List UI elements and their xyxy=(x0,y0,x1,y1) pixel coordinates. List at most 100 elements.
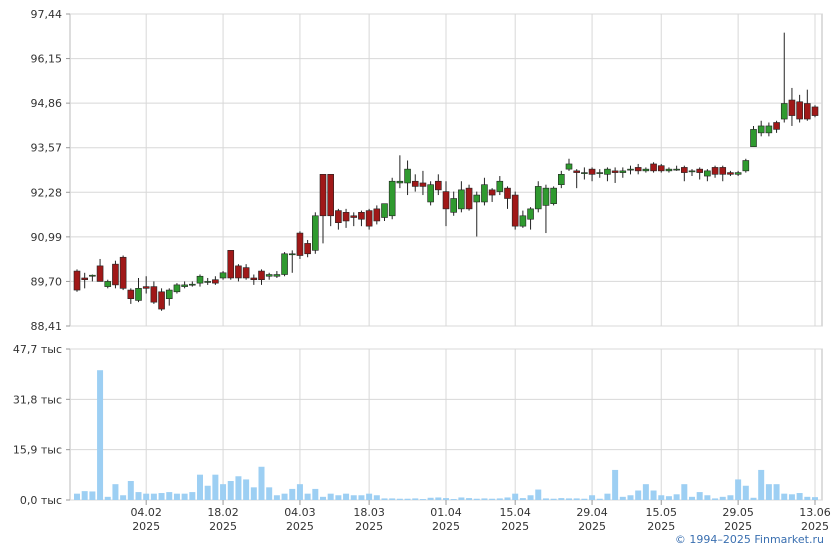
candle-body xyxy=(573,170,580,173)
candle-body xyxy=(258,270,265,281)
volume-bar xyxy=(788,494,795,500)
volume-bar xyxy=(435,497,442,500)
candle-body xyxy=(104,281,112,287)
candle-body xyxy=(481,184,488,203)
candle-body xyxy=(534,186,542,210)
volume-bar xyxy=(412,498,419,500)
volume-bar xyxy=(227,481,234,500)
y-tick-label: 96,15 xyxy=(31,53,63,66)
volume-bar xyxy=(89,491,96,500)
volume-bar xyxy=(266,487,273,500)
candle-body xyxy=(704,170,711,177)
volume-bar xyxy=(358,495,365,500)
volume-bar xyxy=(450,499,457,500)
x-tick-label: 18.02 2025 xyxy=(207,506,239,533)
volume-bar xyxy=(573,498,580,500)
volume-bar xyxy=(566,498,572,500)
candle-body xyxy=(542,187,550,206)
candle-body xyxy=(757,125,765,134)
candle-body xyxy=(342,212,350,222)
volume-bar xyxy=(97,370,104,500)
volume-bar xyxy=(350,495,357,500)
volume-bar xyxy=(750,497,757,500)
volume-bar xyxy=(158,493,165,500)
volume-bar xyxy=(250,487,257,500)
volume-bar xyxy=(481,498,488,500)
candle-body xyxy=(281,253,288,275)
volume-bar xyxy=(135,492,142,500)
candle-body xyxy=(665,168,673,172)
candle-body xyxy=(558,174,565,185)
candle-body xyxy=(411,180,419,187)
volume-bar xyxy=(304,493,311,500)
candle-body xyxy=(550,187,557,204)
candle-body xyxy=(404,168,411,184)
volume-bar xyxy=(519,498,526,500)
candle-body xyxy=(396,180,404,184)
volume-bar xyxy=(689,496,695,500)
volume-bar xyxy=(127,481,134,500)
credit: © 1994–2025 Finmarket.ru xyxy=(675,533,824,546)
candle-body xyxy=(235,265,242,279)
candle-body xyxy=(488,189,496,196)
volume-bar xyxy=(773,484,780,500)
candle-body xyxy=(727,172,734,175)
candle-body xyxy=(734,172,742,175)
volume-bar xyxy=(527,495,534,500)
volume-bar xyxy=(189,492,196,500)
volume-bar xyxy=(612,469,619,500)
volume-bar xyxy=(673,494,680,500)
volume-bar xyxy=(296,484,303,500)
volume-bar xyxy=(389,498,396,500)
candle-body xyxy=(219,272,227,279)
volume-bar xyxy=(427,497,434,500)
volume-bar xyxy=(243,479,250,500)
volume-bar xyxy=(535,489,542,500)
candle-body xyxy=(373,208,381,222)
candle-body xyxy=(227,250,235,279)
volume-bar xyxy=(489,498,496,500)
volume-bar xyxy=(812,497,818,500)
candle-body xyxy=(350,215,358,218)
volume-bar xyxy=(642,484,649,500)
y-tick-label: 0,0 тыс xyxy=(20,494,62,507)
candle-body xyxy=(450,198,457,213)
candle-body xyxy=(711,167,719,175)
candle-body xyxy=(388,180,396,217)
volume-bar xyxy=(396,498,403,500)
x-tick-label: 15.05 2025 xyxy=(646,506,678,533)
candle-body xyxy=(273,274,281,277)
volume-bar xyxy=(312,488,319,500)
candle-body xyxy=(165,289,173,300)
candle-body xyxy=(365,210,373,227)
volume-bar xyxy=(466,498,473,500)
volume-bar xyxy=(373,495,380,500)
x-tick-label: 15.04 2025 xyxy=(499,506,531,533)
candle-body xyxy=(142,286,150,289)
x-tick-label: 13.06 2025 xyxy=(799,506,831,533)
candle-body xyxy=(127,289,135,300)
volume-bar xyxy=(712,498,719,500)
candle-body xyxy=(657,165,665,172)
candle-body xyxy=(581,172,588,174)
volume-bar xyxy=(665,496,672,500)
volume-bar xyxy=(735,479,742,500)
x-tick-label: 18.03 2025 xyxy=(353,506,385,533)
candle-body xyxy=(158,291,165,310)
candle-body xyxy=(765,125,773,134)
candle-body xyxy=(688,170,696,173)
volume-bar xyxy=(220,484,227,500)
volume-bar xyxy=(74,493,80,500)
y-tick-label: 47,7 тыс xyxy=(13,343,62,356)
candle-body xyxy=(89,274,96,277)
volume-bar xyxy=(758,469,765,500)
y-tick-label: 89,70 xyxy=(31,275,63,288)
candle-body xyxy=(588,168,596,175)
volume-bar xyxy=(166,492,173,500)
candle-body xyxy=(565,163,573,170)
volume-bar xyxy=(658,495,665,500)
volume-bar xyxy=(727,495,734,500)
volume-bar xyxy=(204,485,211,500)
volume-bar xyxy=(781,493,788,500)
candle-body xyxy=(742,160,750,172)
